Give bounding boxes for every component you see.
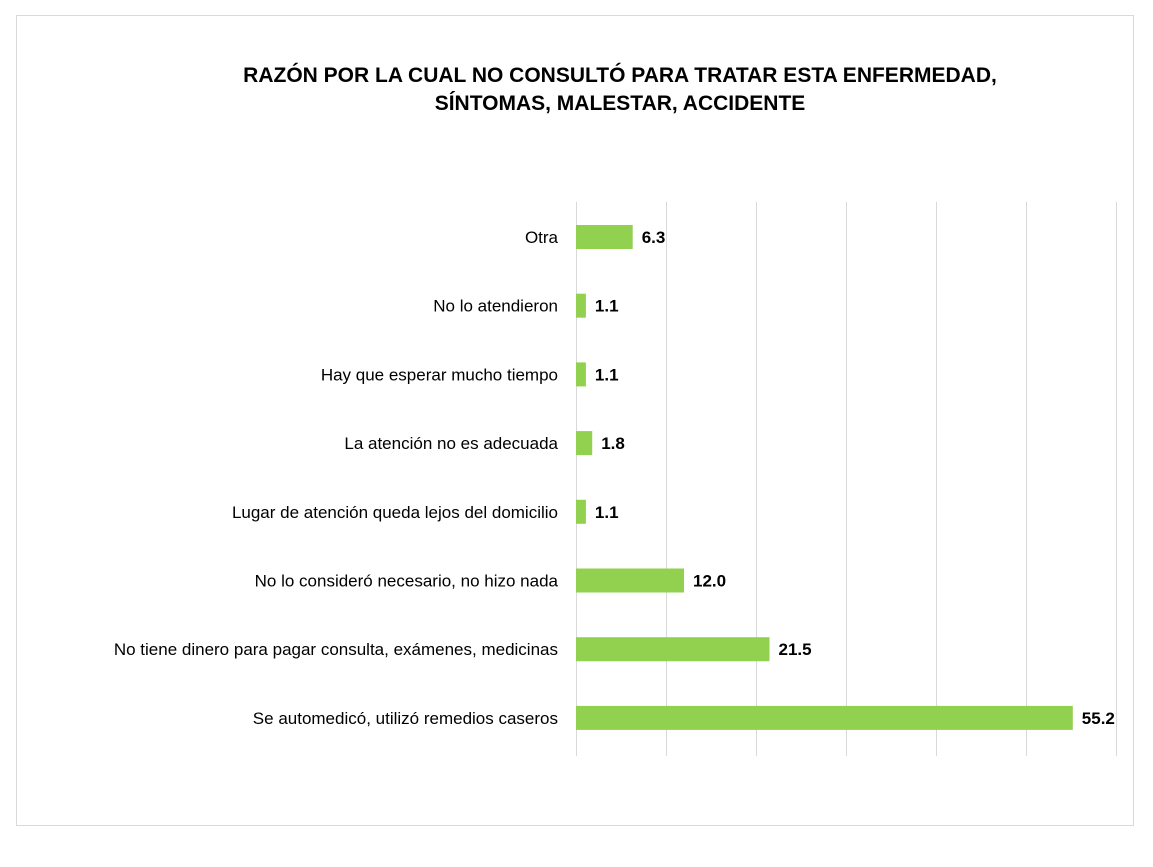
- bar-2: [576, 362, 586, 387]
- value-labels: 6.3 1.1 1.1 1.8 1.1 12.0 21.5 55.2: [595, 228, 1115, 728]
- value-label-2: 1.1: [595, 365, 619, 384]
- value-label-6: 21.5: [779, 640, 812, 659]
- value-label-4: 1.1: [595, 503, 619, 522]
- bar-3: [576, 431, 593, 456]
- category-label-1: No lo atendieron: [433, 297, 558, 316]
- chart-title: RAZÓN POR LA CUAL NO CONSULTÓ PARA TRATA…: [150, 62, 1090, 118]
- bar-4: [576, 499, 586, 524]
- bars: [576, 225, 1073, 730]
- category-label-0: Otra: [525, 228, 559, 247]
- bar-0: [576, 225, 633, 249]
- bar-7: [576, 705, 1073, 730]
- category-label-2: Hay que esperar mucho tiempo: [321, 365, 558, 384]
- category-label-5: No lo consideró necesario, no hizo nada: [255, 572, 559, 591]
- value-label-5: 12.0: [693, 572, 726, 591]
- chart-title-line-1: RAZÓN POR LA CUAL NO CONSULTÓ PARA TRATA…: [243, 64, 997, 87]
- category-label-6: No tiene dinero para pagar consulta, exá…: [114, 640, 558, 659]
- gridlines: [576, 202, 1117, 756]
- category-labels: Otra No lo atendieron Hay que esperar much…: [114, 228, 559, 728]
- chart-title-line-2: SÍNTOMAS, MALESTAR, ACCIDENTE: [434, 92, 806, 115]
- value-label-3: 1.8: [601, 434, 625, 453]
- bar-1: [576, 293, 586, 318]
- value-label-1: 1.1: [595, 297, 619, 316]
- value-label-0: 6.3: [642, 228, 666, 247]
- bar-6: [576, 637, 770, 662]
- category-label-7: Se automedicó, utilizó remedios caseros: [253, 709, 558, 728]
- chart-frame: [16, 15, 1134, 826]
- category-label-4: Lugar de atención queda lejos del domici…: [232, 503, 558, 522]
- category-label-3: La atención no es adecuada: [344, 434, 558, 453]
- value-label-7: 55.2: [1082, 709, 1115, 728]
- bar-5: [576, 568, 684, 593]
